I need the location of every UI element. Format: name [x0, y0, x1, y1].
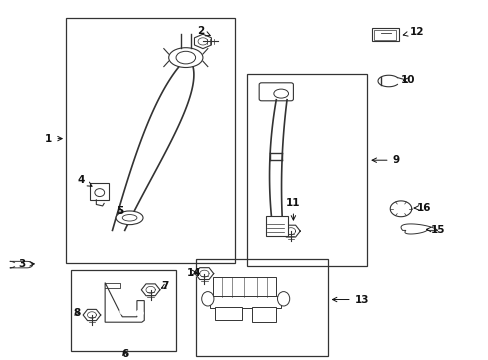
Bar [210, 296, 281, 308]
Polygon shape [141, 284, 160, 296]
Bar [373, 30, 395, 40]
Circle shape [395, 205, 405, 212]
Text: 9: 9 [371, 155, 399, 165]
Bar [251, 307, 276, 322]
Bar [215, 307, 242, 320]
Text: 16: 16 [413, 203, 431, 213]
Text: 5: 5 [116, 206, 123, 216]
Text: 10: 10 [400, 75, 415, 85]
Ellipse shape [201, 292, 214, 306]
Bar [90, 183, 109, 200]
Polygon shape [400, 224, 437, 234]
Text: 1: 1 [45, 134, 62, 144]
Polygon shape [389, 201, 411, 217]
Bar [212, 277, 276, 297]
Bar [371, 28, 398, 41]
Circle shape [135, 310, 143, 316]
FancyBboxPatch shape [259, 83, 293, 101]
Bar [66, 18, 234, 263]
Text: 12: 12 [403, 27, 423, 37]
Bar [265, 216, 287, 236]
Ellipse shape [122, 215, 137, 221]
Circle shape [120, 308, 129, 315]
Bar [246, 74, 366, 266]
Bar [71, 270, 176, 351]
Ellipse shape [176, 51, 195, 64]
Polygon shape [83, 309, 101, 321]
Circle shape [14, 262, 20, 267]
Ellipse shape [273, 89, 288, 98]
Text: 13: 13 [332, 294, 368, 305]
Ellipse shape [277, 292, 289, 306]
Circle shape [219, 312, 228, 318]
Ellipse shape [95, 189, 104, 197]
Polygon shape [105, 283, 144, 322]
Text: 3: 3 [19, 259, 34, 269]
Polygon shape [195, 268, 213, 279]
Circle shape [257, 313, 265, 319]
Text: 2: 2 [197, 26, 210, 36]
Text: 7: 7 [161, 281, 169, 291]
Ellipse shape [116, 211, 142, 225]
Polygon shape [10, 261, 33, 268]
Ellipse shape [168, 48, 203, 68]
Text: 4: 4 [78, 175, 92, 186]
Polygon shape [194, 34, 211, 49]
Bar [195, 259, 327, 356]
Polygon shape [281, 225, 300, 237]
Text: 11: 11 [285, 198, 300, 220]
Text: 14: 14 [186, 267, 201, 278]
Text: 15: 15 [426, 225, 444, 235]
Text: 8: 8 [74, 308, 81, 318]
Text: 6: 6 [121, 348, 128, 359]
